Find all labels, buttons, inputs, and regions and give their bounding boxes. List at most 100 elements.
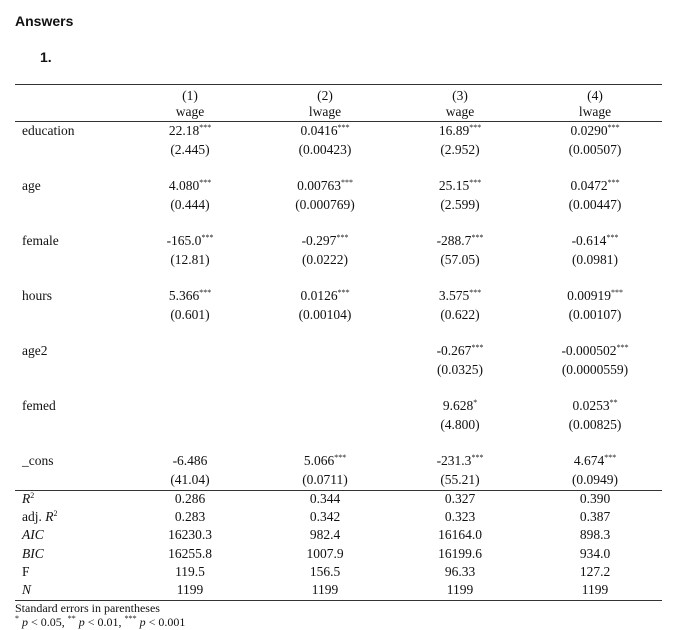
coef-value: 0.0416 xyxy=(300,123,338,138)
stars: *** xyxy=(604,453,617,462)
stat-value: 0.327 xyxy=(444,491,476,506)
coef-value: 16.89 xyxy=(438,123,470,138)
stars: *** xyxy=(606,233,619,242)
stat-value: 16255.8 xyxy=(168,545,212,561)
title: Answers xyxy=(15,13,74,29)
coef-value: -0.267 xyxy=(436,343,472,358)
text-part: adj. xyxy=(22,509,46,525)
row-label: age xyxy=(22,178,41,193)
stat-label: N xyxy=(22,582,31,598)
coef-value: 22.18 xyxy=(168,123,200,138)
standard-error: (0.00825) xyxy=(568,417,622,432)
coefficient: -231.3*** xyxy=(437,453,484,469)
text-part: ** xyxy=(67,614,76,623)
stat-value: 16164.0 xyxy=(438,527,482,543)
coefficient: -0.267*** xyxy=(437,343,484,359)
standard-error: (0.00423) xyxy=(298,142,352,157)
coefficient: 4.080*** xyxy=(169,178,211,194)
coefficient: 0.0126*** xyxy=(300,288,349,304)
stars: *** xyxy=(471,233,484,242)
stat-value: 156.5 xyxy=(309,563,341,579)
coef-value: -0.000502 xyxy=(561,343,617,358)
standard-error: (0.000769) xyxy=(295,197,355,212)
standard-error: (0.0000559) xyxy=(561,362,629,377)
standard-error: (0.601) xyxy=(170,307,210,322)
stat-label: R2 xyxy=(22,491,34,507)
stars: *** xyxy=(336,233,349,242)
standard-error: (57.05) xyxy=(440,252,480,267)
row-label: hours xyxy=(22,288,52,303)
stat-label: adj. R2 xyxy=(22,509,58,525)
coef-value: -0.614 xyxy=(571,233,607,248)
standard-error: (55.21) xyxy=(440,472,480,487)
stat-value: 0.390 xyxy=(579,491,611,506)
stars: *** xyxy=(607,123,620,132)
stars: *** xyxy=(471,343,484,352)
coef-value: 4.080 xyxy=(168,178,200,193)
stat-value: 0.344 xyxy=(309,491,341,506)
text-part: p xyxy=(78,615,85,629)
stars: *** xyxy=(469,288,482,297)
stat-value: 16199.6 xyxy=(438,545,482,561)
text-part: BIC xyxy=(22,545,44,561)
coefficient: -0.614*** xyxy=(572,233,619,249)
stars: *** xyxy=(337,288,350,297)
coef-value: 0.0290 xyxy=(570,123,608,138)
stars: *** xyxy=(616,343,629,352)
coefficient: 0.00919*** xyxy=(567,288,623,304)
stat-label: AIC xyxy=(22,527,44,543)
coefficient: -0.297*** xyxy=(302,233,349,249)
standard-error: (0.00104) xyxy=(298,307,352,322)
coef-value: 3.575 xyxy=(438,288,470,303)
standard-error: (12.81) xyxy=(170,252,210,267)
coef-value: -6.486 xyxy=(172,453,208,468)
coef-value: -165.0 xyxy=(166,233,202,248)
stat-value: 898.3 xyxy=(579,527,611,543)
coefficient: 0.0416*** xyxy=(300,123,349,139)
standard-error: (0.00107) xyxy=(568,307,622,322)
text-part: *** xyxy=(124,614,137,623)
column-dependent: lwage xyxy=(308,104,342,119)
stat-value: 1199 xyxy=(311,582,339,597)
column-number: (4) xyxy=(587,88,603,103)
coef-value: 0.0253 xyxy=(572,398,610,413)
stars: *** xyxy=(610,288,623,297)
coefficient: 5.066*** xyxy=(304,453,346,469)
standard-error: (0.00447) xyxy=(568,197,622,212)
coefficient: 0.0290*** xyxy=(570,123,619,139)
stars: *** xyxy=(469,123,482,132)
standard-error: (0.0222) xyxy=(301,252,349,267)
stat-value: 0.342 xyxy=(309,509,341,525)
stars: *** xyxy=(199,123,212,132)
stars: *** xyxy=(469,178,482,187)
row-label: _cons xyxy=(22,453,54,468)
stat-value: 982.4 xyxy=(309,527,341,543)
coef-value: 0.00919 xyxy=(567,288,611,303)
coefficient: 0.0472*** xyxy=(570,178,619,194)
text-part: 2 xyxy=(53,509,58,519)
text-part: R xyxy=(22,491,31,506)
footnote: Standard errors in parentheses xyxy=(15,600,160,616)
text-part: F xyxy=(22,563,30,579)
coef-value: -288.7 xyxy=(436,233,472,248)
coefficient: 3.575*** xyxy=(439,288,481,304)
standard-error: (4.800) xyxy=(440,417,480,432)
stars: *** xyxy=(334,453,347,462)
coefficient: 22.18*** xyxy=(169,123,211,139)
stars: *** xyxy=(340,178,353,187)
row-label: femed xyxy=(22,398,56,413)
stars: *** xyxy=(199,288,212,297)
coef-value: 4.674 xyxy=(573,453,605,468)
standard-error: (0.0325) xyxy=(436,362,484,377)
text-part: 2 xyxy=(30,491,35,500)
text-part: p xyxy=(139,615,146,629)
text-part: < 0.001 xyxy=(145,615,186,629)
stat-value: 934.0 xyxy=(579,545,611,561)
stat-value: 127.2 xyxy=(579,563,611,579)
text-part: < 0.05, xyxy=(28,615,68,629)
column-dependent: lwage xyxy=(578,104,612,119)
row-label: education xyxy=(22,123,75,138)
coef-value: 5.366 xyxy=(168,288,200,303)
row-label: age2 xyxy=(22,343,48,358)
